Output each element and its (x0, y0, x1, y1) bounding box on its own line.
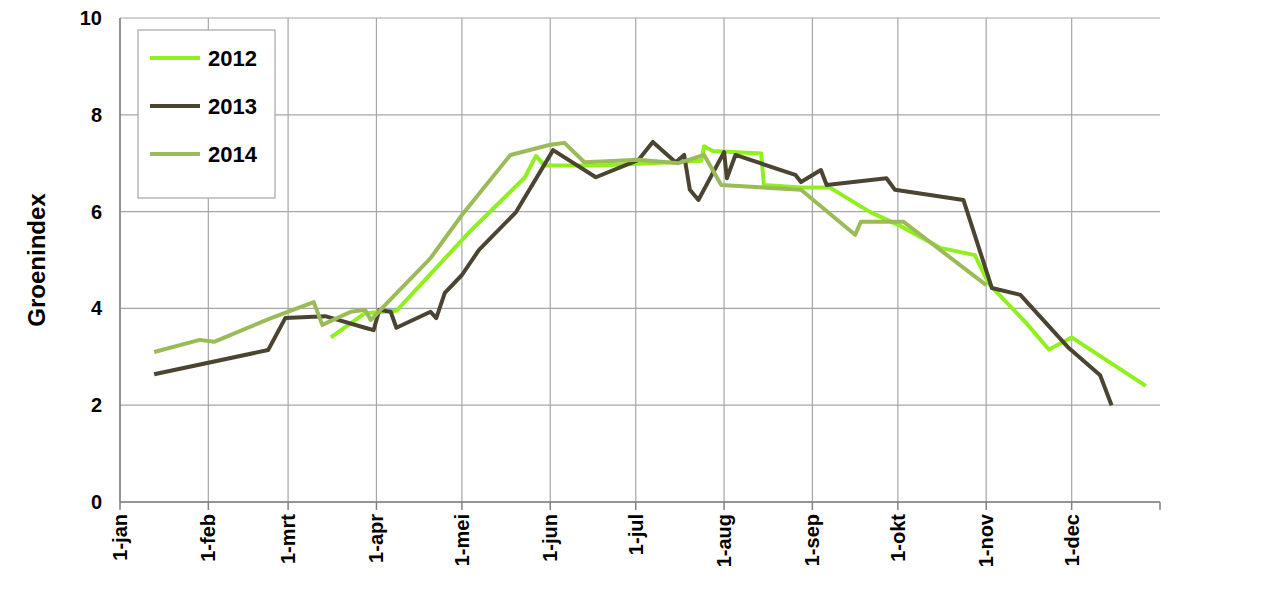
x-tick-label: 1-sep (801, 514, 823, 566)
x-grid (812, 18, 813, 502)
legend-swatch (150, 152, 200, 156)
x-grid (635, 18, 636, 502)
x-grid (119, 18, 120, 502)
y-grid (120, 405, 1160, 406)
x-axis (120, 501, 1160, 503)
x-tick-label: 1-mei (451, 514, 473, 566)
x-tick (635, 502, 637, 510)
x-grid (1071, 18, 1072, 502)
x-tick (1071, 502, 1073, 510)
x-tick-label: 1-feb (197, 514, 219, 562)
x-tick-label: 1-jan (109, 514, 131, 561)
y-tick-label: 2 (91, 394, 102, 416)
legend-label: 2013 (208, 94, 257, 119)
series-line (154, 142, 1111, 405)
x-tick-label: 1-dec (1061, 514, 1083, 566)
x-tick-label: 1-jul (625, 514, 647, 555)
x-tick (119, 502, 121, 510)
x-tick (461, 502, 463, 510)
x-tick (897, 502, 899, 510)
x-grid (461, 18, 462, 502)
x-tick (208, 502, 210, 510)
x-tick-label: 1-nov (975, 513, 997, 567)
x-tick (812, 502, 814, 510)
x-tick (549, 502, 551, 510)
x-tick-label: 1-jun (539, 514, 561, 562)
y-tick-label: 0 (91, 491, 102, 513)
x-tick (985, 502, 987, 510)
y-grid (120, 501, 1160, 502)
legend-label: 2014 (208, 142, 258, 167)
x-tick-label: 1-apr (365, 514, 387, 563)
y-grid (120, 211, 1160, 212)
legend-box (138, 30, 275, 198)
series-group (154, 142, 1146, 405)
y-grid (120, 17, 1160, 18)
y-tick-label: 6 (91, 201, 102, 223)
x-grid (723, 18, 724, 502)
y-tick-label: 4 (91, 297, 103, 319)
series-line (331, 146, 1146, 386)
series-line (154, 143, 986, 352)
y-grid (120, 308, 1160, 309)
y-axis (119, 18, 121, 502)
chart: 0 2 4 6 8 10 1-jan 1-feb 1-mrt 1-apr 1-mei 1-jun 1-j… (0, 0, 1280, 602)
x-grid (897, 18, 898, 502)
legend-swatch (150, 56, 200, 60)
x-tick-label: 1-aug (713, 514, 735, 567)
x-grid (288, 18, 289, 502)
x-tick-label: 1-okt (887, 514, 909, 562)
x-grid (986, 18, 987, 502)
y-tick-label: 8 (91, 104, 102, 126)
x-tick (287, 502, 289, 510)
x-grid (376, 18, 377, 502)
legend-label: 2012 (208, 46, 257, 71)
y-tick-label: 10 (80, 7, 102, 29)
y-grid (120, 114, 1160, 115)
x-grid (550, 18, 551, 502)
x-tick (723, 502, 725, 510)
x-tick (376, 502, 378, 510)
y-axis-label: Groenindex (23, 193, 50, 327)
x-axis-end (1159, 502, 1161, 510)
x-tick-label: 1-mrt (277, 514, 299, 564)
legend-swatch (150, 104, 200, 108)
